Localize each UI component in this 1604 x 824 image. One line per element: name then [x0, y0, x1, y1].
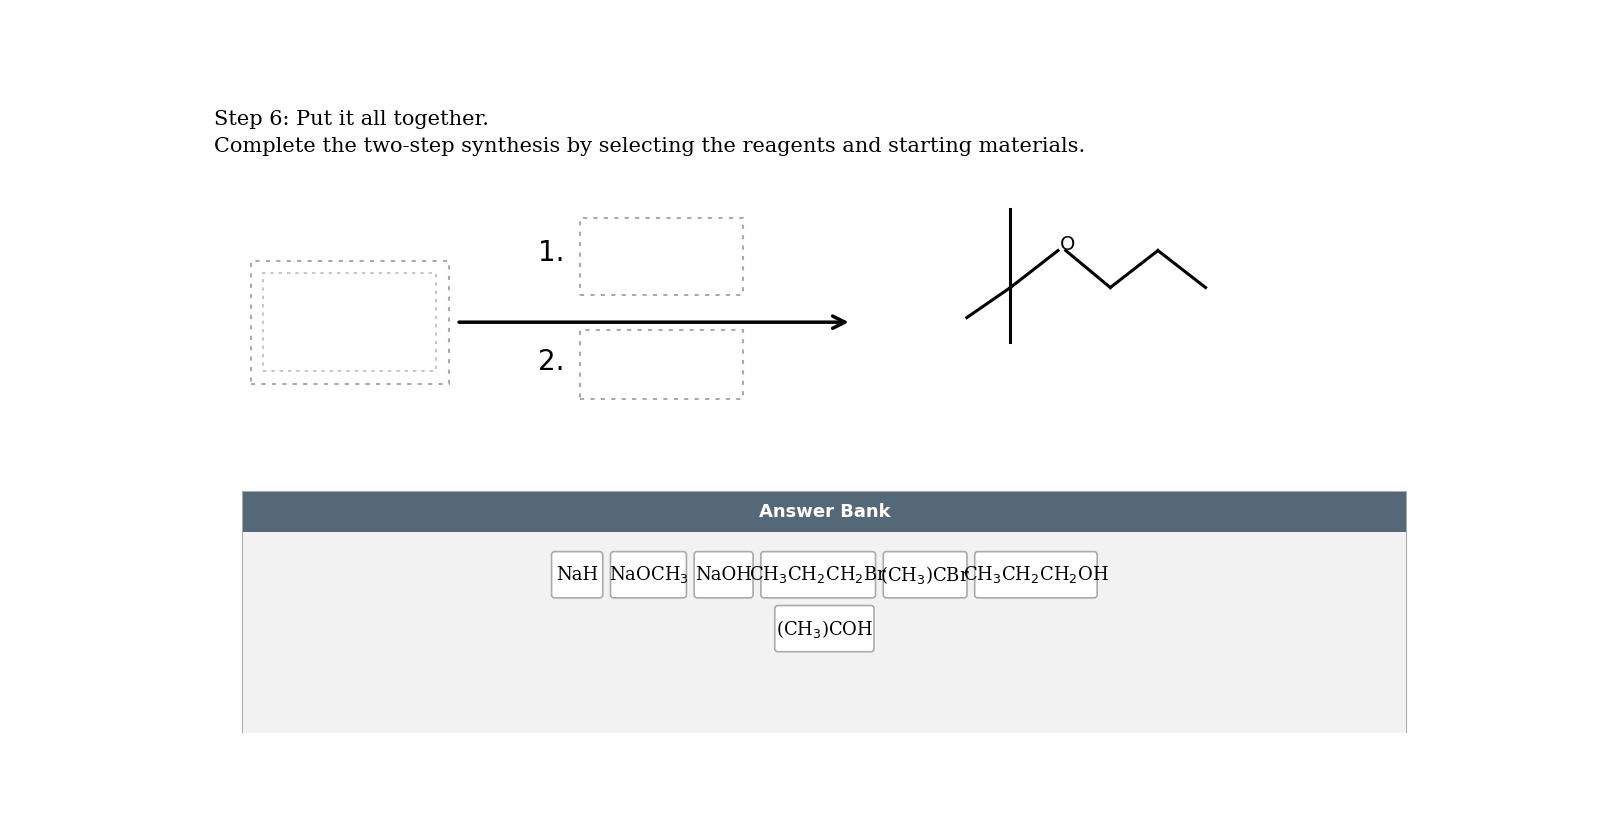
Text: 1.: 1. [539, 239, 565, 267]
FancyBboxPatch shape [975, 551, 1097, 598]
Text: (CH$_3$)CBr: (CH$_3$)CBr [881, 564, 970, 586]
Text: CH$_3$CH$_2$CH$_2$OH: CH$_3$CH$_2$CH$_2$OH [962, 564, 1108, 585]
Text: Complete the two-step synthesis by selecting the reagents and starting materials: Complete the two-step synthesis by selec… [215, 138, 1086, 157]
Text: NaOH: NaOH [695, 566, 752, 583]
Bar [250, 260, 449, 384]
Bar [581, 330, 743, 399]
Bar [244, 492, 1405, 531]
Bar [244, 492, 1405, 739]
FancyBboxPatch shape [611, 551, 687, 598]
Text: NaH: NaH [557, 566, 598, 583]
FancyBboxPatch shape [552, 551, 603, 598]
Bar [263, 273, 436, 372]
FancyBboxPatch shape [695, 551, 752, 598]
Text: O: O [1060, 235, 1076, 254]
FancyBboxPatch shape [760, 551, 876, 598]
Text: CH$_3$CH$_2$CH$_2$Br: CH$_3$CH$_2$CH$_2$Br [749, 564, 887, 585]
Text: Step 6: Put it all together.: Step 6: Put it all together. [215, 110, 489, 129]
Text: Answer Bank: Answer Bank [759, 503, 890, 521]
Bar [244, 531, 1405, 739]
Text: 2.: 2. [539, 349, 565, 377]
Text: (CH$_3$)COH: (CH$_3$)COH [776, 618, 873, 639]
FancyBboxPatch shape [884, 551, 967, 598]
Bar [581, 218, 743, 295]
Text: NaOCH$_3$: NaOCH$_3$ [608, 564, 688, 585]
FancyBboxPatch shape [775, 606, 874, 652]
